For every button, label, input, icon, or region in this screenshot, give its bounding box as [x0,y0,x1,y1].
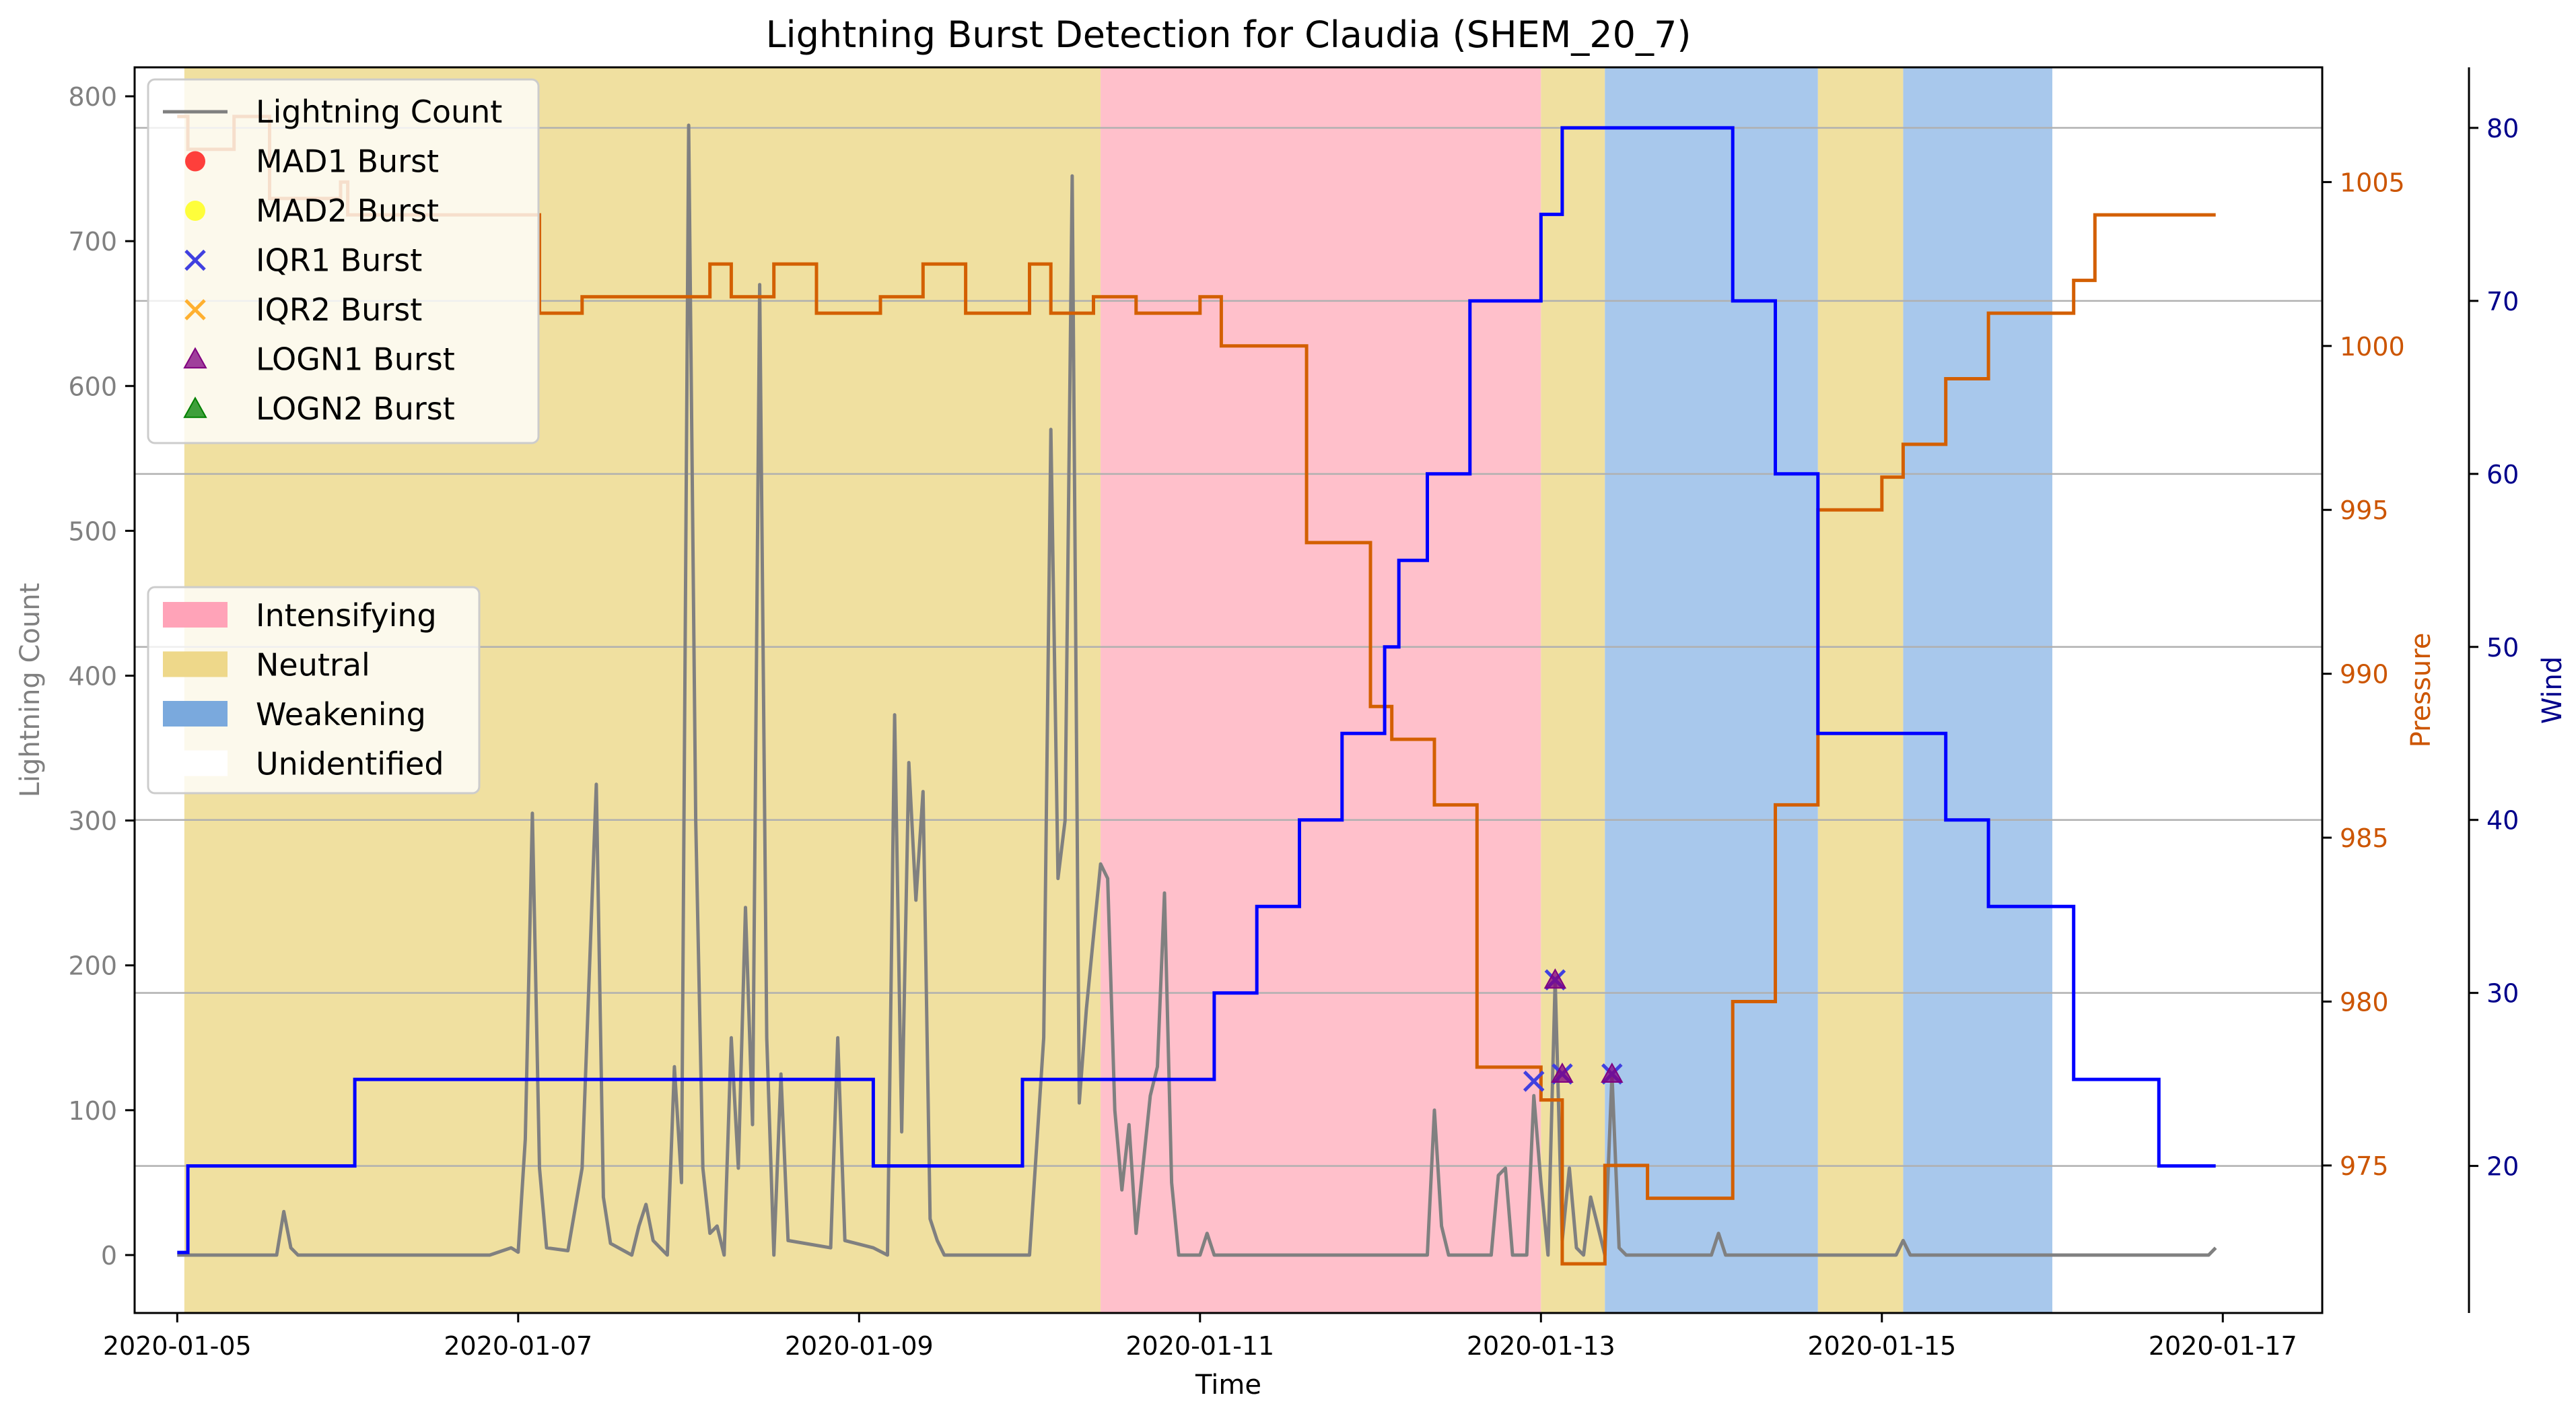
legend-x-swatch [184,249,206,271]
lightning-count-line [177,123,2217,1257]
x-stroke [1523,1071,1545,1092]
legend-triangle-swatch [183,347,207,369]
outer-tick-label: 50 [2486,633,2519,663]
right-tick-label: 975 [2340,1151,2389,1181]
legend-label: MAD2 Burst [256,193,439,229]
x-tick-label: 2020-01-15 [1807,1331,1956,1361]
right-tick-label: 1005 [2340,168,2405,197]
right-tick-label: 985 [2340,823,2389,853]
legend-triangle-swatch [183,396,207,418]
outer-tick-label: 30 [2486,979,2519,1009]
legend-label: LOGN1 Burst [256,341,455,378]
axes: 2020-01-05 2020-01-07 2020-01-09 2020-01-11… [68,82,2519,1361]
legend-label: IQR2 Burst [256,292,422,328]
burst-markers [1523,968,1624,1092]
phase-band-intensifying [1101,67,1541,1313]
legend-box [147,78,540,444]
left-tick-label: 300 [68,807,117,836]
wind-line [177,126,2216,1254]
outer-tick-label: 80 [2486,114,2519,143]
left-tick-label: 100 [68,1096,117,1126]
legend-circle-swatch [185,151,205,172]
legend-x-swatch [184,299,206,321]
legend-phase-label: Weakening [256,696,426,733]
legend-phase-swatch [163,701,228,727]
x-axis-label: Time [1195,1370,1261,1401]
legend-phase-swatch [163,602,228,628]
x-stroke [184,249,206,271]
outer-tick-label: 40 [2486,806,2519,836]
x-stroke [184,299,206,321]
phase-legend-box [147,586,481,795]
logn1-burst-marker [1551,1062,1574,1083]
legend-label: Lightning Count [256,94,502,130]
left-axis-label: Lightning Count [15,583,46,798]
pressure-line [177,114,2216,1266]
phase-band-weakening [1605,67,1818,1313]
iqr1-burst-marker [1523,1071,1545,1092]
x-tick-label: 2020-01-09 [785,1331,934,1361]
x-tick-label: 2020-01-07 [444,1331,592,1361]
left-tick-label: 0 [101,1241,117,1271]
phase-band-weakening [1903,67,2053,1313]
phase-band-neutral [1817,67,1904,1313]
outer-tick-label: 70 [2486,287,2519,316]
right-tick-label: 1000 [2340,332,2405,362]
outer-tick-label: 60 [2486,460,2519,490]
logn1-burst-marker [1543,968,1567,989]
x-tick-label: 2020-01-11 [1125,1331,1274,1361]
legend-phase-label: Neutral [256,647,370,683]
legend-label: MAD1 Burst [256,143,439,180]
legend-phase-swatch [163,651,228,677]
left-tick-label: 400 [68,661,117,691]
legend-phases: Intensifying Neutral Weakening Unidentified [147,586,481,795]
legend-phase-label: Unidentified [256,746,444,782]
left-tick-label: 800 [68,82,117,112]
left-tick-label: 500 [68,516,117,546]
left-tick-label: 200 [68,951,117,981]
series-lines [177,114,2217,1266]
x-tick-label: 2020-01-05 [103,1331,252,1361]
outer-tick-label: 20 [2486,1152,2519,1182]
legend-label: LOGN2 Burst [256,391,455,427]
legend-phase-label: Intensifying [256,597,437,634]
right-tick-label: 990 [2340,660,2389,689]
left-tick-label: 600 [68,372,117,401]
legend-circle-swatch [185,201,205,221]
right-tick-label: 995 [2340,496,2389,525]
x-tick-label: 2020-01-13 [1467,1331,1615,1361]
legend-phase-swatch [163,750,228,776]
logn1-burst-marker [1601,1062,1624,1083]
right-tick-label: 980 [2340,988,2389,1017]
legend-label: IQR1 Burst [256,242,422,279]
outer-axis-label: Wind [2537,656,2568,724]
x-tick-label: 2020-01-17 [2149,1331,2297,1361]
left-tick-label: 700 [68,227,117,257]
legend-bursts: Lightning Count MAD1 Burst MAD2 Burst IQR1 … [147,78,540,444]
right-axis-label: Pressure [2406,633,2437,748]
plot-frame [133,66,2324,1314]
chart-title: Lightning Burst Detection for Claudia (S… [766,13,1692,56]
